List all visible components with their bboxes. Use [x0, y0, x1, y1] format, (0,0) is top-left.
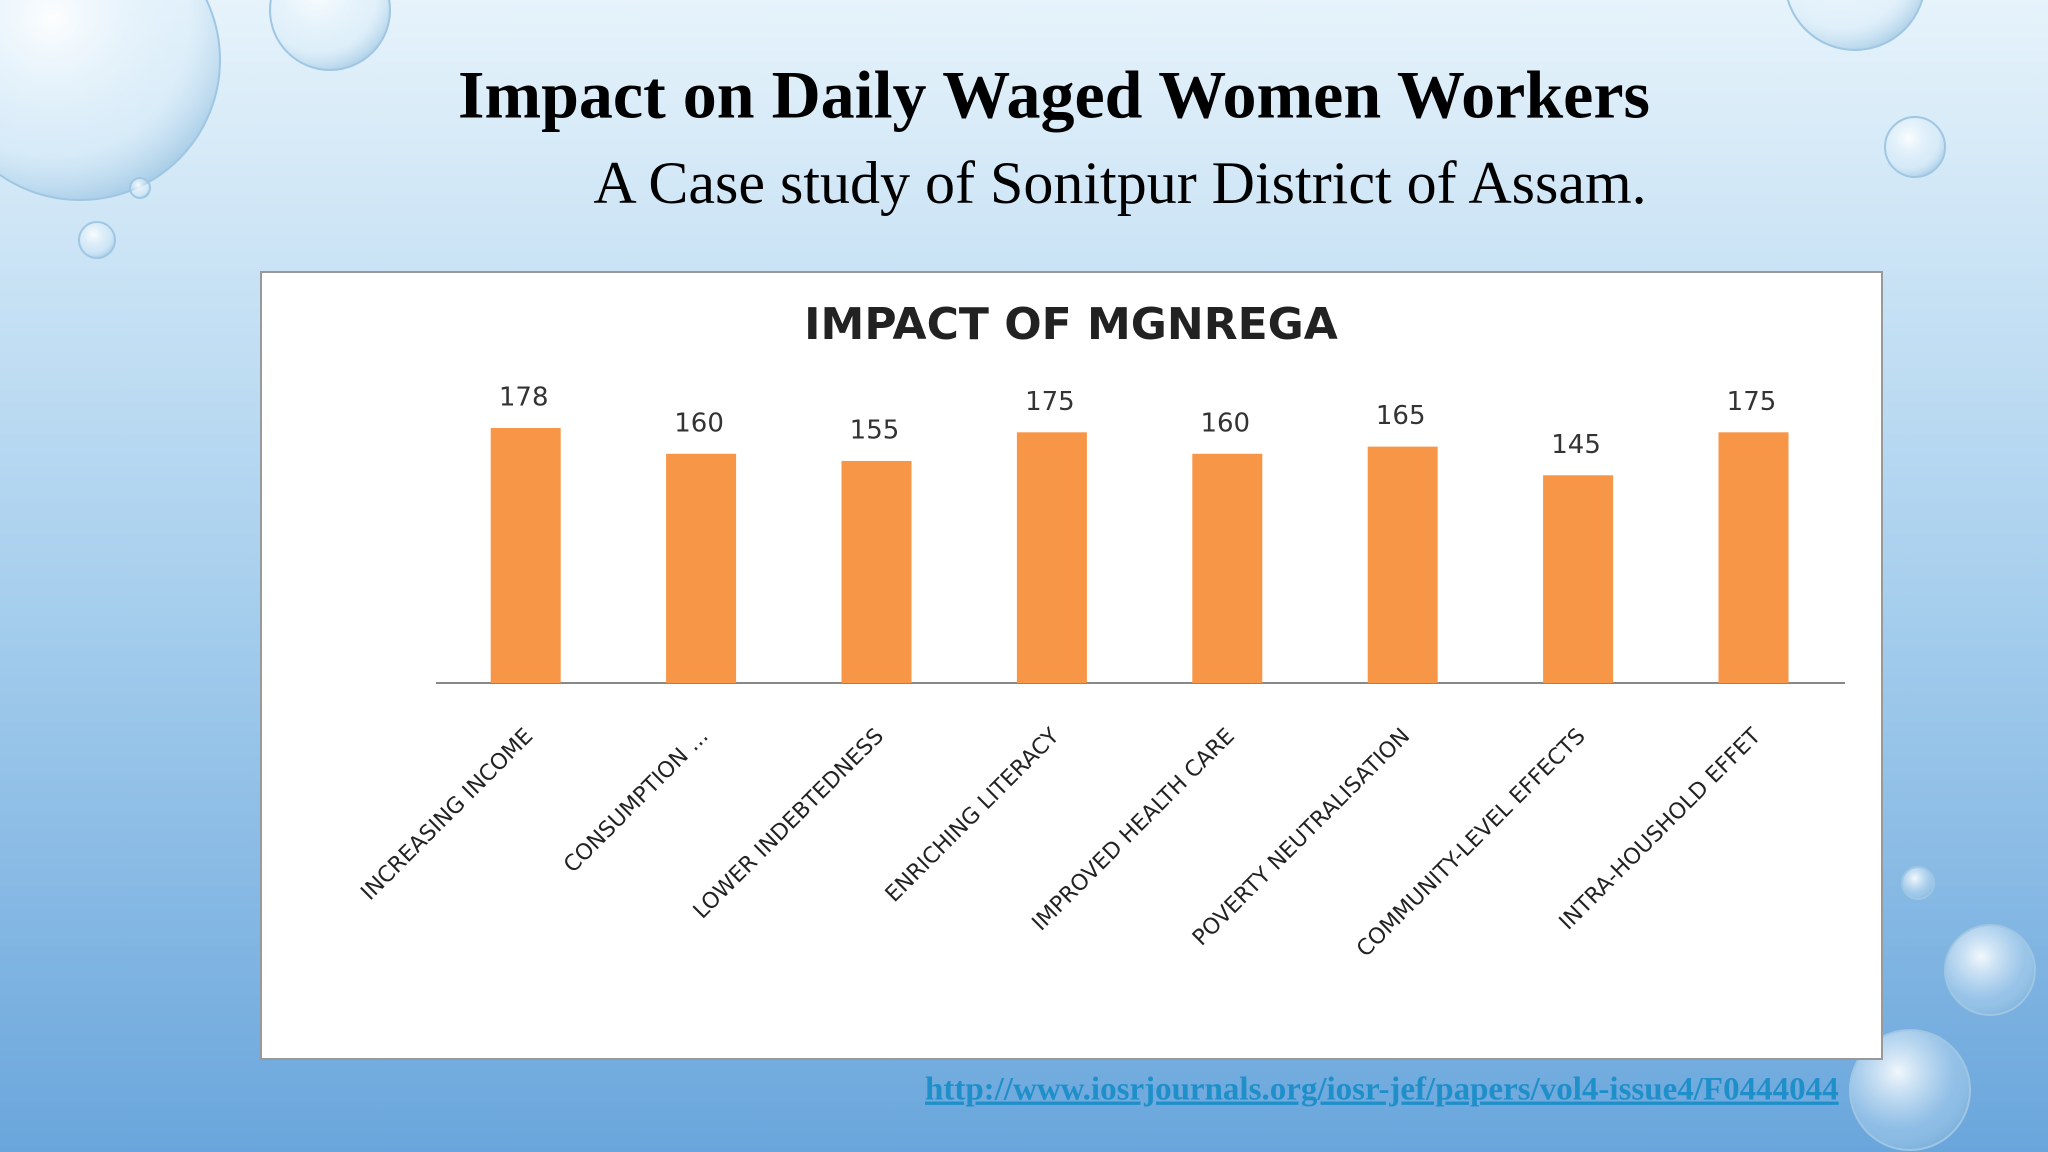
value-label: 145: [1551, 430, 1601, 460]
value-label: 165: [1376, 401, 1426, 431]
bar: [841, 460, 912, 683]
value-label: 160: [1200, 408, 1250, 438]
slide-title: Impact on Daily Waged Women Workers: [458, 57, 1650, 133]
value-label: 175: [1727, 387, 1777, 417]
source-link[interactable]: http://www.iosrjournals.org/iosr-jef/pap…: [925, 1072, 1839, 1108]
bar: [666, 453, 737, 683]
chart-title: IMPACT OF MGNREGA: [804, 299, 1338, 350]
slide-subtitle: A Case study of Sonitpur District of Ass…: [593, 150, 1646, 216]
bar: [490, 428, 561, 683]
value-label: 160: [674, 408, 724, 438]
value-label: 155: [850, 415, 900, 445]
value-label: 178: [499, 383, 549, 413]
bar: [1192, 453, 1263, 683]
bar: [1543, 475, 1614, 683]
bar: [1718, 432, 1789, 683]
value-label: 175: [1025, 387, 1075, 417]
bar: [1367, 446, 1438, 683]
bar: [1016, 432, 1087, 683]
